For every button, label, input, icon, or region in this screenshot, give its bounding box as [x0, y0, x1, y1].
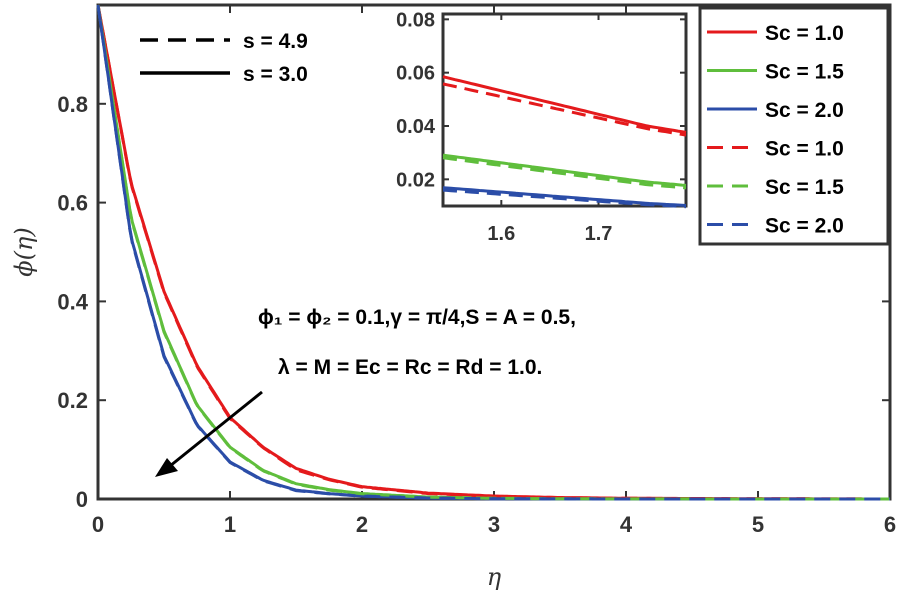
x-tick-label: 0 [92, 512, 104, 537]
y-tick-label: 0.8 [57, 92, 88, 117]
inset-series-line-sc-1-5-solid [442, 153, 687, 187]
inset-x-tick-label: 1.6 [487, 223, 515, 245]
trend-arrow-shaft [169, 390, 263, 468]
x-tick-label: 6 [884, 512, 896, 537]
annotation-line-2: λ = M = Ec = Rc = Rd = 1.0. [278, 356, 542, 379]
x-tick-label: 1 [224, 512, 236, 537]
series-line-sc-1-5-dashed [96, 4, 890, 501]
line-style-legend: s = 4.9 s = 3.0 [140, 30, 308, 86]
inset-x-tick-label: 1.7 [585, 223, 613, 245]
inset-y-tick-label: 0.04 [396, 116, 436, 138]
legend-entry-label: Sc = 2.0 [765, 99, 844, 122]
y-tick-label: 0.4 [57, 289, 88, 314]
inset-y-tick-label: 0.06 [396, 63, 435, 85]
legend-entry-label: Sc = 1.5 [765, 176, 844, 199]
trend-arrow-head [155, 458, 178, 477]
inset-series-line-sc-1-0-dashed [442, 82, 687, 137]
series-legend-box [698, 6, 890, 246]
x-axis-label: η [487, 563, 502, 591]
inset-series-line-sc-1-0-solid [442, 75, 687, 134]
inset-series-line-sc-1-5-dashed [442, 156, 687, 190]
y-tick-label: 0.6 [57, 191, 88, 216]
inset-plot-frame [441, 12, 688, 208]
x-tick-label: 3 [488, 512, 500, 537]
x-tick-label: 5 [752, 512, 764, 537]
x-tick-label: 2 [356, 512, 368, 537]
legend-entry-label: Sc = 1.5 [765, 61, 844, 84]
annotation-line-1: ϕ₁ = ϕ₂ = 0.1,γ = π/4,S = A = 0.5, [258, 306, 576, 329]
legend-dashed-label: s = 4.9 [243, 30, 308, 53]
inset-y-tick-label: 0.08 [396, 9, 435, 31]
y-axis-label: ϕ(η) [10, 227, 38, 276]
inset-y-tick-label: 0.02 [396, 169, 435, 191]
legend-entry-label: Sc = 1.0 [765, 22, 844, 45]
x-tick-label: 4 [620, 512, 633, 537]
inset-series-line-sc-2-0-dashed [442, 188, 687, 209]
legend-solid-label: s = 3.0 [243, 63, 308, 86]
series-line-sc-2-0-dashed [96, 4, 890, 501]
y-tick-label: 0.2 [57, 388, 88, 413]
legend-entry-label: Sc = 2.0 [765, 215, 844, 238]
legend-entry-label: Sc = 1.0 [765, 138, 844, 161]
y-tick-label: 0 [76, 487, 88, 512]
